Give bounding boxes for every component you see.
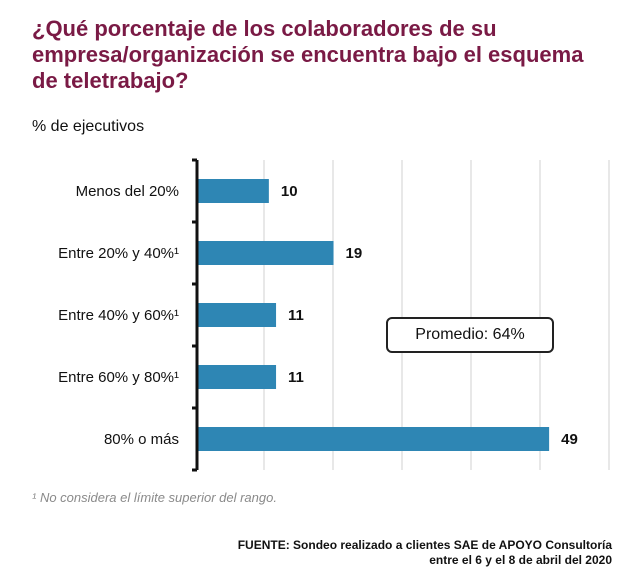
category-label-3: Entre 60% y 80%¹ — [58, 369, 179, 386]
footnote: ¹ No considera el límite superior del ra… — [32, 490, 277, 505]
category-label-4: 80% o más — [104, 431, 179, 448]
bar-0 — [197, 179, 269, 203]
chart-subtitle: % de ejecutivos — [32, 118, 145, 135]
average-callout: Promedio: 64% — [386, 317, 554, 353]
source-line-2: entre el 6 y el 8 de abril del 2020 — [429, 553, 612, 567]
bar-2 — [197, 303, 277, 327]
bar-3 — [197, 365, 277, 389]
data-label-3: 11 — [288, 369, 304, 386]
category-label-1: Entre 20% y 40%¹ — [58, 245, 179, 262]
category-label-0: Menos del 20% — [76, 183, 179, 200]
bar-4 — [197, 427, 550, 451]
source-note: FUENTE: Sondeo realizado a clientes SAE … — [238, 538, 612, 568]
source-line-1: FUENTE: Sondeo realizado a clientes SAE … — [237, 538, 612, 552]
bar-1 — [197, 241, 334, 265]
data-label-0: 10 — [281, 183, 298, 200]
data-label-2: 11 — [288, 307, 304, 324]
category-label-2: Entre 40% y 60%¹ — [58, 307, 179, 324]
data-label-4: 49 — [561, 431, 578, 448]
data-label-1: 19 — [346, 245, 363, 262]
chart-title: ¿Qué porcentaje de los colaboradores de … — [32, 16, 584, 93]
